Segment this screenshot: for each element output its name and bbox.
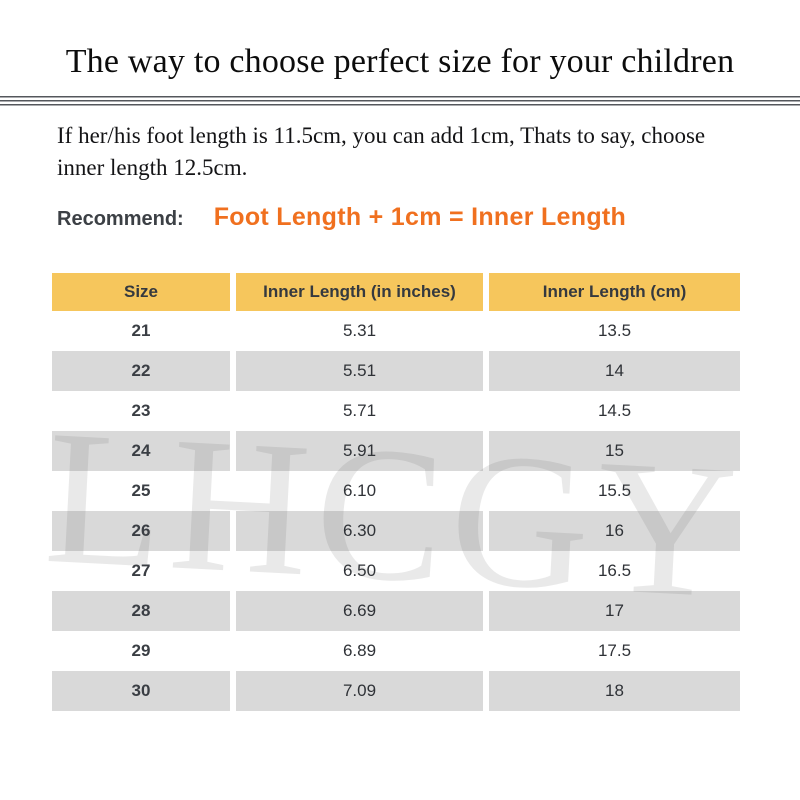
table-cell-size-row-30: 30 (52, 671, 230, 711)
table-cell-size-row-26: 26 (52, 511, 230, 551)
table-cell-cm-row-30: 18 (489, 671, 740, 711)
table-cell-cm-row-22: 14 (489, 351, 740, 391)
table-cell-inches-row-29: 6.89 (342, 641, 377, 660)
table-cell-cm-row-24: 15 (489, 431, 740, 471)
table-cell-cm-row-21: 13.5 (597, 321, 632, 340)
table-cell-size-row-25: 25 (131, 481, 151, 500)
table-cell-inches-row-22: 5.51 (236, 351, 483, 391)
table-cell-inches-row-27: 6.50 (342, 561, 377, 580)
intro-line-2: inner length 12.5cm. (57, 155, 248, 180)
table-cell-cm-row-29: 17.5 (597, 641, 632, 660)
table-cell-cm-row-25: 15.5 (597, 481, 632, 500)
table-cell-inches-row-25: 6.10 (342, 481, 377, 500)
page-title: The way to choose perfect size for your … (65, 43, 735, 80)
table-cell-inches-row-28: 6.69 (236, 591, 483, 631)
table-cell-inches-row-30: 7.09 (236, 671, 483, 711)
table-cell-size-row-28: 28 (52, 591, 230, 631)
table-cell-size-row-24: 24 (52, 431, 230, 471)
column-header-inner-length-inches: Inner Length (in inches) (236, 273, 483, 311)
table-cell-inches-row-24: 5.91 (236, 431, 483, 471)
table-cell-cm-row-28: 17 (489, 591, 740, 631)
table-cell-size-row-21: 21 (131, 321, 151, 340)
table-cell-size-row-27: 27 (131, 561, 151, 580)
table-cell-cm-row-23: 14.5 (597, 401, 632, 420)
column-header-size: Size (52, 273, 230, 311)
recommend-label: Recommend: (57, 208, 184, 230)
table-cell-inches-row-23: 5.71 (342, 401, 377, 420)
table-cell-cm-row-26: 16 (489, 511, 740, 551)
size-table: Size Inner Length (in inches) Inner Leng… (52, 273, 740, 711)
table-cell-cm-row-27: 16.5 (597, 561, 632, 580)
separator-lines (0, 96, 800, 106)
recommend-row: Recommend: Foot Length + 1cm = Inner Len… (57, 203, 626, 232)
table-cell-size-row-29: 29 (131, 641, 151, 660)
table-cell-size-row-23: 23 (131, 401, 151, 420)
intro-text: If her/his foot length is 11.5cm, you ca… (57, 120, 705, 184)
table-cell-size-row-22: 22 (52, 351, 230, 391)
table-cell-inches-row-21: 5.31 (342, 321, 377, 340)
intro-line-1: If her/his foot length is 11.5cm, you ca… (57, 123, 706, 148)
column-header-inner-length-cm: Inner Length (cm) (489, 273, 740, 311)
table-cell-inches-row-26: 6.30 (236, 511, 483, 551)
recommend-formula: Foot Length + 1cm = Inner Length (213, 203, 627, 231)
